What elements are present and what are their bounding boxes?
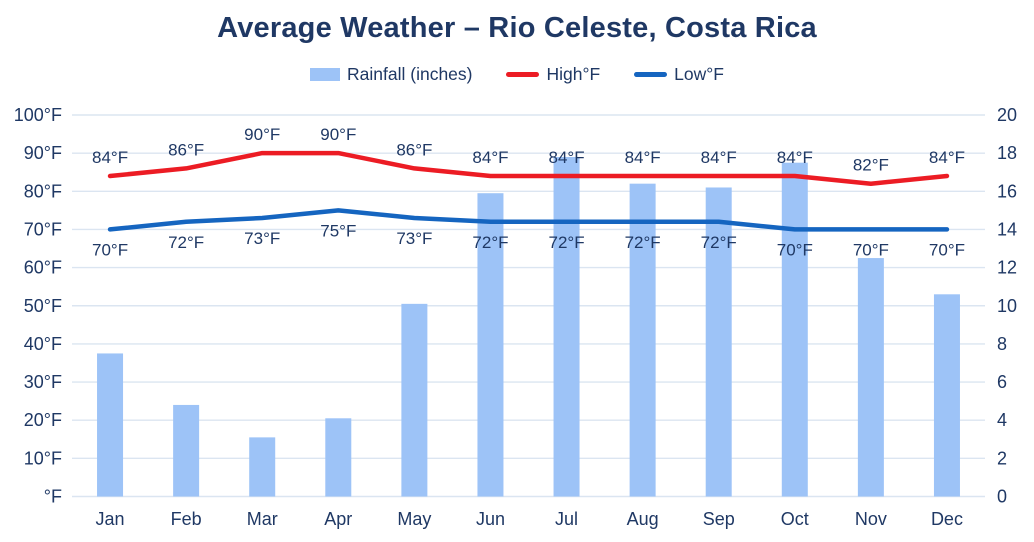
left-axis-tick-label: 70°F — [24, 219, 62, 239]
high-temp-line — [107, 150, 950, 186]
x-axis-label-aug: Aug — [627, 509, 659, 529]
rainfall-swatch-icon — [310, 68, 341, 81]
x-axis-label-dec: Dec — [931, 509, 963, 529]
high-temp-label-jun: 84°F — [472, 148, 508, 167]
high-temp-label-apr: 90°F — [320, 125, 356, 144]
right-axis-tick-label: 0 — [997, 487, 1007, 507]
chart-legend: Rainfall (inches) High°F Low°F — [0, 64, 1034, 85]
left-axis-tick-label: 20°F — [24, 410, 62, 430]
left-axis-tick-label: 40°F — [24, 334, 62, 354]
rainfall-bar-aug — [629, 183, 656, 497]
right-axis-tick-label: 16 — [997, 181, 1017, 201]
right-axis-tick-label: 12 — [997, 258, 1017, 278]
low-temp-label-sep: 72°F — [701, 233, 737, 252]
high-temp-label-nov: 82°F — [853, 156, 889, 175]
rainfall-bar-sep — [705, 187, 732, 497]
x-axis-label-oct: Oct — [781, 509, 809, 529]
left-axis-tick-label: 100°F — [14, 105, 62, 125]
left-axis-tick-label: °F — [44, 487, 62, 507]
left-axis-tick-label: 80°F — [24, 181, 62, 201]
chart-title: Average Weather – Rio Celeste, Costa Ric… — [217, 12, 817, 44]
low-line-swatch-icon — [634, 72, 668, 77]
rainfall-bar-may — [401, 303, 428, 497]
x-axis-label-jan: Jan — [96, 509, 125, 529]
x-axis-label-jul: Jul — [555, 509, 578, 529]
low-temp-label-feb: 72°F — [168, 233, 204, 252]
left-axis-tick-label: 60°F — [24, 258, 62, 278]
low-temp-label-oct: 70°F — [777, 240, 813, 259]
right-axis-tick-label: 6 — [997, 372, 1007, 392]
right-axis-tick-label: 20 — [997, 105, 1017, 125]
rainfall-bar-mar — [249, 437, 276, 497]
low-temp-label-jul: 72°F — [548, 233, 584, 252]
rainfall-bar-jul — [553, 156, 580, 497]
right-axis-tick-label: 14 — [997, 219, 1017, 239]
rainfall-bar-jun — [477, 193, 504, 497]
left-axis-tick-label: 30°F — [24, 372, 62, 392]
high-temp-label-oct: 84°F — [777, 148, 813, 167]
legend-item-high: High°F — [506, 64, 600, 85]
high-temp-label-jan: 84°F — [92, 148, 128, 167]
x-axis-label-sep: Sep — [703, 509, 735, 529]
left-axis-tick-label: 50°F — [24, 296, 62, 316]
legend-item-rainfall: Rainfall (inches) — [310, 64, 472, 85]
rainfall-bar-oct — [781, 162, 808, 497]
x-axis-label-mar: Mar — [247, 509, 278, 529]
low-temp-label-nov: 70°F — [853, 240, 889, 259]
x-axis-label-nov: Nov — [855, 509, 887, 529]
low-temp-label-apr: 75°F — [320, 221, 356, 240]
legend-label-high: High°F — [546, 64, 601, 84]
right-axis-tick-label: 2 — [997, 448, 1007, 468]
x-axis-label-feb: Feb — [171, 509, 202, 529]
low-temp-label-dec: 70°F — [929, 240, 965, 259]
high-temp-label-feb: 86°F — [168, 140, 204, 159]
rainfall-bar-feb — [173, 404, 200, 497]
low-temp-label-may: 73°F — [396, 229, 432, 248]
high-temp-label-may: 86°F — [396, 140, 432, 159]
rainfall-bar-nov — [857, 258, 884, 497]
high-temp-label-dec: 84°F — [929, 148, 965, 167]
right-axis-tick-label: 18 — [997, 143, 1017, 163]
x-axis-label-jun: Jun — [476, 509, 505, 529]
high-temp-label-jul: 84°F — [548, 148, 584, 167]
low-temp-label-mar: 73°F — [244, 229, 280, 248]
rainfall-bar-jan — [97, 353, 124, 497]
high-temp-label-mar: 90°F — [244, 125, 280, 144]
high-temp-label-sep: 84°F — [701, 148, 737, 167]
low-temp-label-aug: 72°F — [625, 233, 661, 252]
right-axis-tick-label: 10 — [997, 296, 1017, 316]
high-temp-label-aug: 84°F — [625, 148, 661, 167]
x-axis-label-apr: Apr — [324, 509, 352, 529]
x-axis-label-may: May — [397, 509, 431, 529]
legend-item-low: Low°F — [634, 64, 724, 85]
legend-label-low: Low°F — [674, 64, 724, 84]
rainfall-bar-apr — [325, 418, 352, 497]
rainfall-bar-dec — [933, 294, 960, 497]
right-axis-tick-label: 4 — [997, 410, 1007, 430]
low-temp-label-jan: 70°F — [92, 240, 128, 259]
low-temp-label-jun: 72°F — [472, 233, 508, 252]
right-axis-tick-label: 8 — [997, 334, 1007, 354]
high-line-swatch-icon — [506, 72, 540, 77]
left-axis-tick-label: 10°F — [24, 448, 62, 468]
legend-label-rainfall: Rainfall (inches) — [347, 64, 473, 84]
low-temp-line — [107, 208, 950, 232]
left-axis-tick-label: 90°F — [24, 143, 62, 163]
